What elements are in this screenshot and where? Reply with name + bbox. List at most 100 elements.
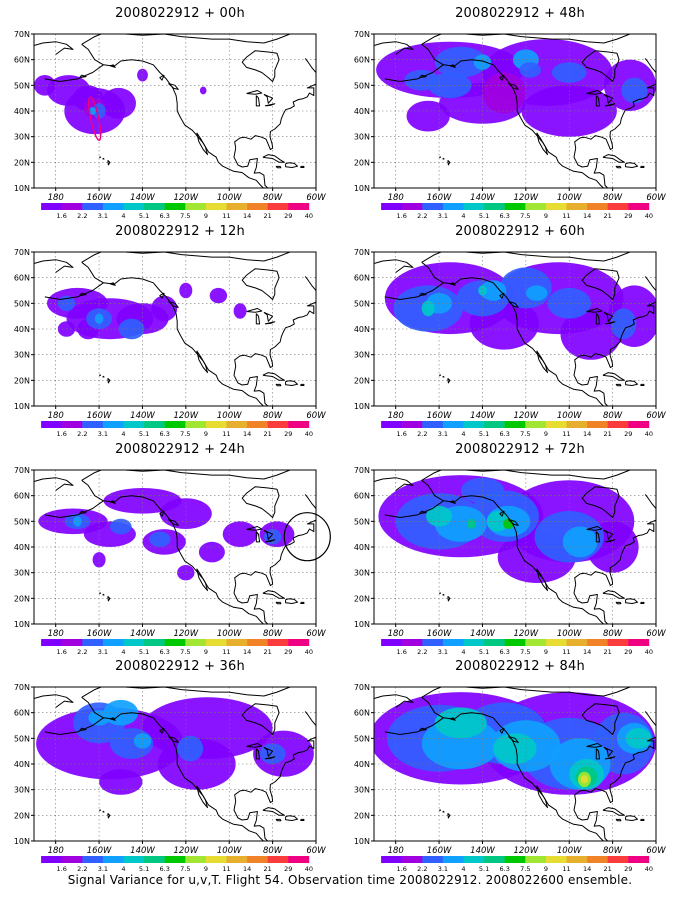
colorbar-label: 2.2 — [417, 865, 427, 873]
map-plot: 70N 60N 50N 40N 30N 20N 10N 180 160W 140W 120W 100W… — [354, 30, 666, 220]
colorbar-swatch — [41, 856, 62, 863]
coastline — [81, 479, 265, 624]
variance-contour — [621, 77, 648, 104]
coastline — [536, 568, 548, 592]
colorbar-label: 1.6 — [397, 648, 407, 656]
colorbar-label: 3.1 — [98, 865, 108, 873]
coastline — [640, 601, 645, 604]
colorbar-swatch — [267, 421, 289, 428]
colorbar-swatch — [422, 856, 444, 863]
variance-contour — [118, 318, 145, 340]
colorbar-swatch — [226, 639, 248, 646]
coastline — [419, 727, 427, 732]
lat-label: 30N — [14, 569, 30, 578]
lat-label: 60N — [354, 492, 370, 501]
colorbar-label: 14 — [243, 865, 251, 873]
colorbar-label: 1.6 — [57, 430, 67, 438]
colorbar-swatch — [587, 639, 608, 646]
colorbar-swatch — [267, 856, 289, 863]
lon-label: 100W — [557, 411, 582, 421]
colorbar-label: 40 — [645, 212, 653, 220]
colorbar-swatch — [247, 639, 268, 646]
coastline — [246, 90, 263, 95]
colorbar-swatch — [504, 639, 526, 646]
variance-contour — [103, 488, 182, 514]
map-panel-60h: 2008022912 + 60h 70N 60N 50N 40N 30N 20N 10N 18… — [350, 224, 690, 439]
colorbar-label: 29 — [624, 648, 632, 656]
coastline — [439, 156, 442, 158]
colorbar-swatch — [205, 856, 227, 863]
colorbar-swatch — [185, 203, 207, 210]
lon-label: 140W — [470, 193, 495, 203]
lat-label: 20N — [354, 158, 370, 167]
lon-label: 160W — [87, 629, 112, 639]
coastline — [604, 539, 616, 543]
colorbar-label: 29 — [284, 430, 292, 438]
colorbar-label: 11 — [222, 648, 230, 656]
colorbar-swatch — [381, 203, 402, 210]
lat-label: 30N — [354, 133, 370, 142]
colorbar-label: 1.6 — [397, 865, 407, 873]
lat-label: 40N — [14, 760, 30, 769]
lat-label: 50N — [14, 81, 30, 90]
colorbar-swatch — [463, 856, 485, 863]
coastline — [419, 292, 427, 297]
variance-contour — [434, 46, 487, 78]
colorbar-swatch — [185, 639, 207, 646]
coastline — [640, 383, 645, 386]
colorbar-label: 3.1 — [438, 865, 448, 873]
coastline — [255, 95, 261, 107]
coastline — [263, 311, 274, 322]
lat-label: 50N — [354, 81, 370, 90]
coastline — [264, 103, 276, 107]
coastline — [439, 374, 442, 376]
panel-title: 2008022912 + 24h — [115, 442, 245, 457]
colorbar-label: 29 — [624, 430, 632, 438]
colorbar-swatch — [267, 203, 289, 210]
coastline — [44, 717, 104, 735]
colorbar-label: 4 — [461, 212, 465, 220]
variance-contour — [263, 529, 282, 545]
lon-label: 80W — [263, 193, 283, 203]
variance-contour — [99, 769, 143, 795]
map-panel-24h: 2008022912 + 24h 70N 60N 50N 40N 30N 20N 10N 18… — [10, 442, 350, 657]
flight-track — [87, 96, 102, 141]
variance-contour — [560, 308, 622, 360]
lat-label: 70N — [354, 248, 370, 257]
colorbar-label: 9 — [544, 212, 548, 220]
lat-label: 40N — [354, 760, 370, 769]
variance-contour — [434, 707, 487, 739]
colorbar-label: 40 — [305, 648, 313, 656]
colorbar-label: 6.3 — [160, 865, 170, 873]
coastline — [602, 807, 625, 816]
colorbar-label: 5.1 — [479, 865, 489, 873]
lat-label: 40N — [14, 325, 30, 334]
coastline — [536, 350, 548, 374]
colorbar-label: 9 — [204, 865, 208, 873]
variance-contour — [198, 541, 225, 563]
colorbar-label: 4 — [121, 212, 125, 220]
colorbar-swatch — [504, 856, 526, 863]
lon-label: 160W — [427, 846, 452, 856]
coastline — [81, 252, 291, 263]
lat-label: 30N — [354, 569, 370, 578]
lon-label: 120W — [513, 411, 538, 421]
colorbar-label: 3.1 — [438, 212, 448, 220]
colorbar-swatch — [401, 421, 423, 428]
colorbar-label: 6.3 — [500, 648, 510, 656]
coastline — [615, 165, 622, 169]
colorbar-label: 6.3 — [160, 648, 170, 656]
coastline — [81, 34, 291, 45]
colorbar-swatch — [566, 203, 588, 210]
coastline — [603, 746, 614, 757]
coastline — [109, 500, 116, 504]
lat-label: 20N — [14, 376, 30, 385]
coastline — [384, 717, 444, 735]
map-plot: 70N 60N 50N 40N 30N 20N 10N 180 160W 140W 120W 100W… — [354, 683, 666, 873]
colorbar-label: 21 — [264, 865, 272, 873]
variance-contour — [406, 100, 450, 132]
lon-label: 180 — [48, 629, 64, 639]
lon-label: 60W — [306, 193, 326, 203]
colorbar-swatch — [164, 203, 186, 210]
panel-title: 2008022912 + 72h — [455, 442, 585, 457]
